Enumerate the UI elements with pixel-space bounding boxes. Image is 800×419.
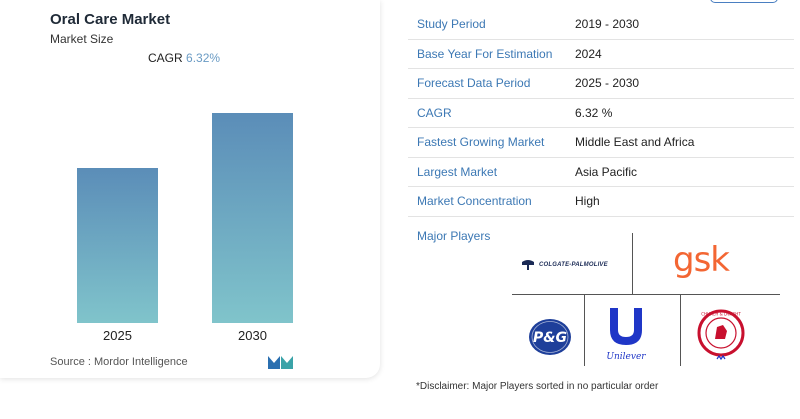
colgate-emblem-icon (522, 260, 534, 270)
grid-divider (584, 294, 585, 366)
bar-2025 (77, 168, 158, 323)
bar-2030 (212, 113, 293, 323)
x-tick-label: 2025 (103, 328, 132, 343)
top-action-button[interactable] (710, 0, 778, 3)
gsk-wordmark: gsk (673, 240, 730, 280)
grid-divider (680, 294, 681, 366)
church-dwight-seal-icon: CHURCH & DWIGHT (697, 309, 745, 361)
info-value: 2024 (575, 46, 602, 61)
info-row: Base Year For Estimation 2024 (408, 40, 794, 69)
pg-badge-icon: P&G (529, 319, 571, 355)
info-label: Market Concentration (417, 194, 532, 209)
info-label: CAGR (417, 105, 452, 120)
info-row: Study Period 2019 - 2030 (408, 10, 794, 40)
mordor-intelligence-logo (268, 356, 293, 369)
chart-title: Oral Care Market (50, 11, 171, 28)
source-text: Source : Mordor Intelligence (50, 356, 188, 368)
x-tick-label: 2030 (238, 328, 267, 343)
bar-chart: 2025 2030 (77, 113, 293, 343)
info-value: Asia Pacific (575, 164, 638, 179)
church-dwight-ring-text: CHURCH & DWIGHT (701, 312, 741, 317)
cagr-label: CAGR 6.32% (148, 51, 220, 65)
info-row: Market Concentration High (408, 187, 794, 217)
info-label: Forecast Data Period (417, 76, 531, 91)
disclaimer-text: *Disclaimer: Major Players sorted in no … (416, 381, 659, 392)
major-players-label: Major Players (417, 229, 491, 243)
church-dwight-logo[interactable]: CHURCH & DWIGHT (697, 309, 745, 370)
info-label: Fastest Growing Market (417, 135, 545, 150)
info-value: High (575, 194, 600, 209)
info-value: Middle East and Africa (575, 135, 695, 150)
info-label: Study Period (417, 17, 486, 32)
info-row: CAGR 6.32 % (408, 99, 794, 128)
unilever-u-icon (610, 308, 642, 345)
grid-divider (512, 294, 780, 295)
info-row: Largest Market Asia Pacific (408, 158, 794, 187)
info-value: 2025 - 2030 (575, 76, 640, 91)
info-row: Forecast Data Period 2025 - 2030 (408, 69, 794, 99)
grid-divider (632, 233, 633, 294)
chart-subtitle: Market Size (50, 32, 114, 46)
gsk-logo[interactable]: gsk (673, 240, 730, 280)
info-label: Largest Market (417, 164, 498, 179)
unilever-logo[interactable]: Unilever (606, 306, 646, 362)
info-row: Fastest Growing Market Middle East and A… (408, 128, 794, 158)
pg-wordmark: P&G (533, 330, 567, 346)
market-info-table: Study Period 2019 - 2030 Base Year For E… (408, 10, 794, 217)
cagr-value: 6.32% (186, 51, 221, 65)
market-size-card: 2025 2030 Oral Care Market Market Size CA… (0, 0, 380, 378)
info-value: 2019 - 2030 (575, 17, 640, 32)
colgate-wordmark: COLGATE-PALMOLIVE (539, 262, 608, 268)
info-value: 6.32 % (575, 105, 613, 120)
info-label: Base Year For Estimation (417, 46, 553, 61)
colgate-palmolive-logo[interactable]: COLGATE-PALMOLIVE (521, 259, 608, 271)
cagr-text: CAGR (148, 51, 183, 65)
pg-logo[interactable]: P&G (528, 318, 572, 361)
unilever-wordmark: Unilever (606, 352, 646, 362)
